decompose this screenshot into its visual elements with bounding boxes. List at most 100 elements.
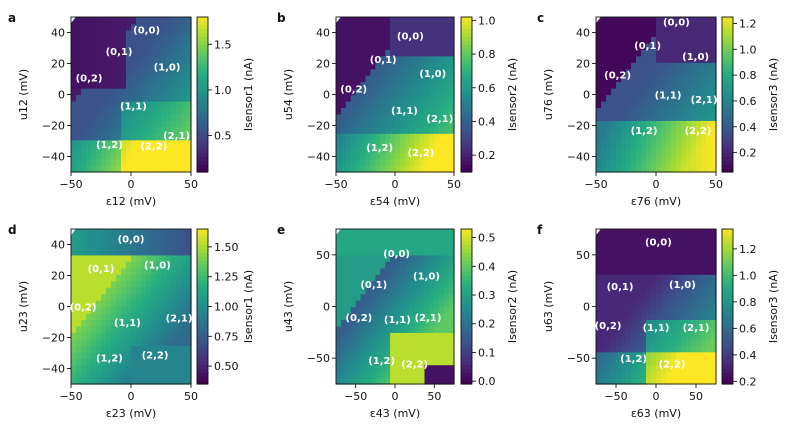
heatmap-cell <box>404 332 411 340</box>
heatmap-cell <box>121 146 127 154</box>
heatmap-cell <box>395 267 401 275</box>
heatmap-cell <box>336 261 342 269</box>
heatmap-cell <box>340 261 347 269</box>
heatmap-cell <box>340 88 347 96</box>
heatmap-cell <box>126 75 132 83</box>
heatmap-cell <box>101 29 107 37</box>
heatmap-cell <box>621 81 627 89</box>
heatmap-cell <box>355 377 362 385</box>
heatmap-cell <box>621 165 627 173</box>
heatmap-cell <box>626 235 632 243</box>
heatmap-cell <box>636 287 642 295</box>
heatmap-cell <box>365 17 372 25</box>
heatmap-cell <box>131 36 137 44</box>
heatmap-cell <box>116 358 122 366</box>
heatmap-cell <box>141 241 147 249</box>
heatmap-cell <box>409 267 416 275</box>
heatmap-cell <box>370 267 376 275</box>
heatmap-cell <box>370 351 376 359</box>
heatmap-cell <box>409 274 416 282</box>
heatmap-cell <box>641 332 647 340</box>
heatmap-cell <box>375 338 381 346</box>
heatmap-cell <box>404 261 411 269</box>
heatmap-cell <box>691 235 697 243</box>
heatmap-cell <box>626 100 632 109</box>
heatmap-cell <box>606 274 612 282</box>
heatmap-cell <box>641 319 647 327</box>
x-tick-label: −50 <box>324 178 347 191</box>
heatmap-cell <box>340 165 347 173</box>
heatmap-cell <box>404 17 411 25</box>
heatmap-cell <box>181 338 187 346</box>
heatmap-cell <box>601 36 607 44</box>
heatmap-cell <box>375 81 381 89</box>
heatmap-cell <box>701 159 707 167</box>
heatmap-cell <box>385 293 391 301</box>
heatmap-cell <box>380 267 386 275</box>
heatmap-cell <box>636 36 642 44</box>
heatmap-cell <box>166 312 172 321</box>
colorbar-segment <box>722 59 733 65</box>
heatmap-cell <box>646 338 652 346</box>
colorbar-segment <box>461 298 472 304</box>
heatmap-cell <box>409 133 416 141</box>
heatmap-cell <box>136 306 142 314</box>
heatmap-cell <box>390 274 396 282</box>
heatmap-cell <box>419 364 426 372</box>
heatmap-cell <box>661 312 667 321</box>
heatmap-cell <box>86 55 92 63</box>
heatmap-cell <box>111 88 117 96</box>
heatmap-cell <box>661 165 667 173</box>
heatmap-cell <box>365 152 372 160</box>
y-axis-label: u63 (mV) <box>542 281 555 332</box>
heatmap-cell <box>706 241 712 249</box>
heatmap-cell <box>360 345 367 353</box>
heatmap-cell <box>631 325 637 333</box>
heatmap-cell <box>86 364 92 372</box>
heatmap-cell <box>186 241 192 249</box>
colorbar-segment <box>722 32 733 37</box>
heatmap-cell <box>419 55 426 63</box>
heatmap-cell <box>601 241 607 249</box>
heatmap-cell <box>176 229 182 237</box>
heatmap-cell <box>156 88 162 96</box>
heatmap-cell <box>646 274 652 282</box>
heatmap-cell <box>631 306 637 314</box>
heatmap-cell <box>136 248 142 256</box>
heatmap-cell <box>395 100 401 109</box>
heatmap-cell <box>711 338 717 346</box>
heatmap-cell <box>399 248 406 256</box>
heatmap-cell <box>424 29 431 37</box>
heatmap-cell <box>370 88 376 96</box>
heatmap-cell <box>596 68 602 76</box>
colorbar-segment <box>197 349 208 354</box>
heatmap-cell <box>686 280 692 288</box>
heatmap-cell <box>439 287 445 295</box>
heatmap-cell <box>86 88 92 96</box>
heatmap-cell <box>181 358 187 366</box>
heatmap-cell <box>86 300 92 308</box>
heatmap-cell <box>621 248 627 256</box>
heatmap-cell <box>171 165 177 173</box>
heatmap-cell <box>186 364 192 372</box>
heatmap-cell <box>146 287 152 295</box>
heatmap-cell <box>101 235 107 243</box>
heatmap-cell <box>449 94 455 102</box>
heatmap-cell <box>621 29 627 37</box>
heatmap-cell <box>656 351 662 359</box>
heatmap-cell <box>696 306 702 314</box>
heatmap-cell <box>340 94 347 102</box>
heatmap-cell <box>161 17 167 25</box>
heatmap-cell <box>171 235 177 243</box>
heatmap-cell <box>641 126 647 134</box>
heatmap-cell <box>661 49 667 57</box>
heatmap-cell <box>136 358 142 366</box>
heatmap-cell <box>596 293 602 301</box>
heatmap-cell <box>151 36 157 44</box>
heatmap-cell <box>345 241 352 249</box>
heatmap-cell <box>345 312 352 321</box>
heatmap-cell <box>636 152 642 160</box>
heatmap-cell <box>380 287 386 295</box>
heatmap-cell <box>611 371 617 379</box>
heatmap-cell <box>601 274 607 282</box>
